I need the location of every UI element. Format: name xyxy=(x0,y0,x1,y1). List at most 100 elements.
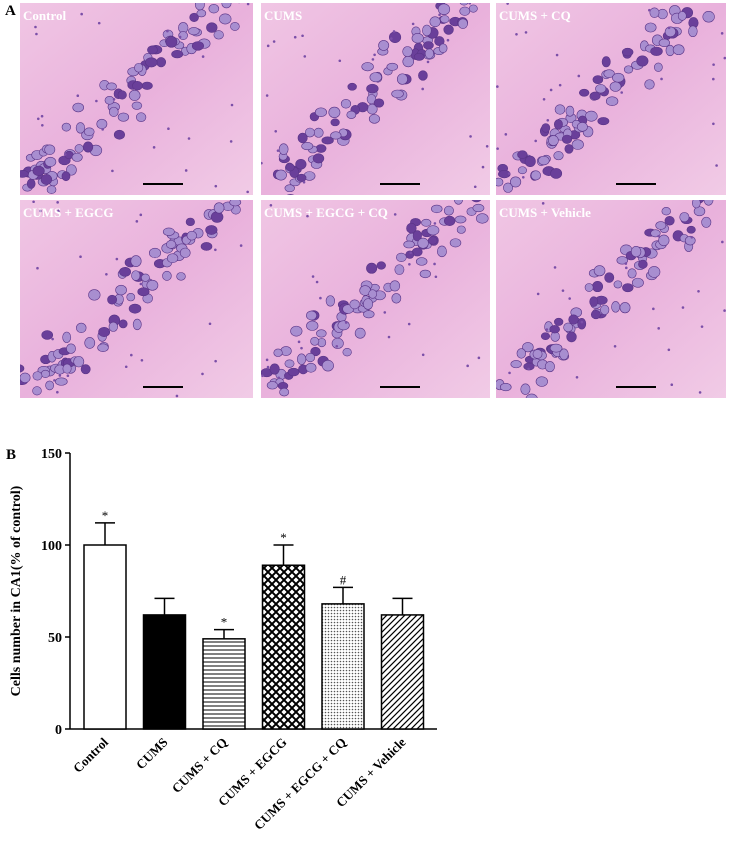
cell xyxy=(213,202,225,214)
cell xyxy=(354,327,366,339)
speck xyxy=(667,26,671,30)
speck xyxy=(485,144,489,148)
speck xyxy=(545,328,549,331)
speck xyxy=(36,117,40,121)
speck xyxy=(667,348,671,352)
cell xyxy=(388,31,402,43)
cell xyxy=(72,102,85,113)
cell xyxy=(585,110,598,122)
cell xyxy=(75,122,86,134)
cell xyxy=(578,88,590,97)
speck xyxy=(723,56,726,60)
cell xyxy=(315,144,327,153)
speck xyxy=(508,371,511,375)
cell xyxy=(61,122,71,132)
cell xyxy=(132,318,142,331)
speck xyxy=(568,297,571,300)
y-axis-label: Cells number in CA1(% of control) xyxy=(9,485,24,696)
cell xyxy=(576,122,588,132)
cell xyxy=(196,9,207,18)
cell xyxy=(413,52,425,61)
speck xyxy=(76,94,80,98)
cell xyxy=(165,36,178,48)
speck xyxy=(293,35,297,39)
cell xyxy=(431,204,443,214)
significance-mark: # xyxy=(340,572,347,587)
cell xyxy=(284,184,295,193)
speck xyxy=(130,353,133,357)
speck xyxy=(66,374,70,378)
speck xyxy=(41,123,44,127)
cell xyxy=(134,62,144,73)
cell xyxy=(208,4,220,14)
cell xyxy=(349,299,360,310)
speck xyxy=(657,234,660,238)
cell xyxy=(83,127,95,137)
speck xyxy=(446,38,450,42)
cell xyxy=(672,44,685,56)
cell xyxy=(366,94,377,105)
cell xyxy=(97,343,109,353)
speck xyxy=(187,137,191,140)
cell xyxy=(284,359,295,368)
cell xyxy=(316,329,327,338)
cell xyxy=(693,206,706,217)
speck xyxy=(504,133,508,136)
speck xyxy=(534,139,538,143)
speck xyxy=(63,153,67,156)
speck xyxy=(57,209,60,213)
cell xyxy=(605,96,619,107)
cell xyxy=(636,55,649,67)
cell xyxy=(366,83,379,94)
cell xyxy=(119,267,131,277)
speck xyxy=(36,266,39,270)
bar xyxy=(142,614,187,730)
speck xyxy=(311,275,315,278)
cell xyxy=(548,135,559,146)
cell xyxy=(565,105,575,117)
speck xyxy=(477,356,481,360)
speck xyxy=(624,266,628,270)
speck xyxy=(34,25,37,29)
cell xyxy=(619,302,631,314)
histology-image: CUMS + EGCG + CQ xyxy=(261,200,490,398)
speck xyxy=(276,149,280,152)
speck xyxy=(335,344,339,348)
speck xyxy=(111,169,114,173)
speck xyxy=(230,103,234,107)
cell xyxy=(553,151,564,161)
cell xyxy=(609,81,622,92)
speck xyxy=(338,59,342,63)
cell xyxy=(88,289,101,301)
cell xyxy=(179,247,191,258)
cell xyxy=(306,320,319,331)
cell xyxy=(200,242,213,251)
speck xyxy=(214,248,217,252)
scale-bar xyxy=(616,183,656,185)
cell xyxy=(221,3,232,9)
cell xyxy=(454,215,467,224)
cell xyxy=(600,304,610,315)
cell xyxy=(26,178,36,189)
cell xyxy=(516,348,527,359)
cell xyxy=(456,225,466,234)
speck xyxy=(178,35,182,39)
cell xyxy=(162,270,172,281)
speck xyxy=(561,289,565,292)
speck xyxy=(527,367,530,371)
cells xyxy=(20,3,250,194)
speck xyxy=(80,12,83,16)
cell xyxy=(166,240,177,249)
cell xyxy=(571,139,584,150)
cells xyxy=(20,200,243,398)
cell xyxy=(40,174,53,185)
speck xyxy=(652,307,655,311)
speck xyxy=(433,222,437,225)
speck xyxy=(302,180,306,184)
cells xyxy=(496,3,726,193)
speck xyxy=(266,44,270,48)
speck xyxy=(421,353,425,357)
speck xyxy=(166,29,169,33)
cell xyxy=(128,303,142,314)
significance-mark: * xyxy=(221,615,228,630)
